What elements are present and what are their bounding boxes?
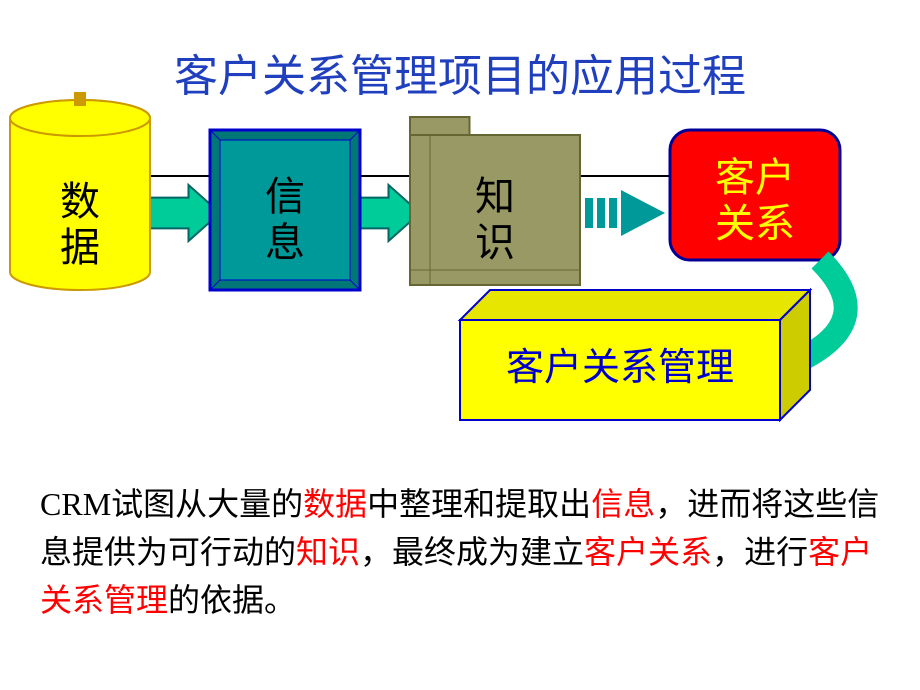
desc-text: ，最终成为建立 [360,534,584,570]
label-knowledge: 知识 [410,174,580,266]
label-data: 数据 [10,179,150,271]
highlight-term: 知识 [296,534,360,570]
desc-text: CRM试图从大量的 [40,486,303,522]
label-info: 信息 [220,174,350,266]
label-crm: 客户关系管理 [460,347,780,391]
arrow-knowledge-to-relation [585,190,665,236]
highlight-term: 客户关系 [584,534,712,570]
label-relation: 客户关系 [670,155,840,247]
desc-text: 中整理和提取出 [367,486,591,522]
description-text: CRM试图从大量的数据中整理和提取出信息，进而将这些信息提供为可行动的知识，最终… [40,480,880,624]
highlight-term: 信息 [591,486,655,522]
highlight-term: 数据 [303,486,367,522]
desc-text: 的依据。 [168,582,296,618]
desc-text: ，进行 [712,534,808,570]
